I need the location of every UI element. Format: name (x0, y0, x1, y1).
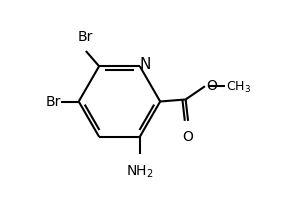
Text: O: O (207, 78, 218, 92)
Text: Br: Br (77, 30, 92, 44)
Text: N: N (139, 56, 151, 71)
Text: Br: Br (46, 95, 62, 109)
Text: O: O (183, 129, 194, 143)
Text: CH$_3$: CH$_3$ (226, 79, 251, 94)
Text: NH$_2$: NH$_2$ (126, 163, 154, 179)
